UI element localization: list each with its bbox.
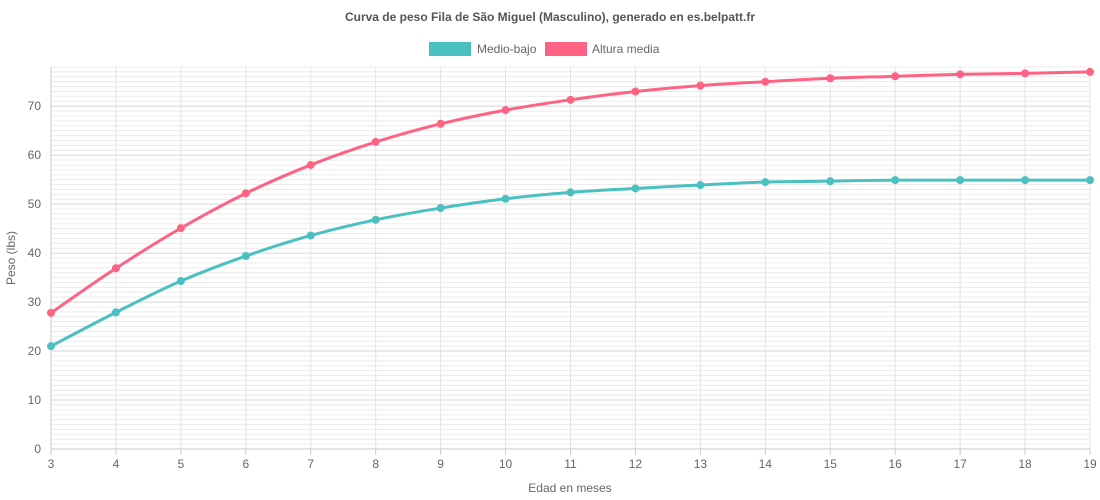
legend: Medio-bajo Altura media: [429, 42, 660, 56]
data-point-medio-bajo[interactable]: [501, 194, 510, 203]
data-point-altura-media[interactable]: [436, 119, 445, 128]
data-point-medio-bajo[interactable]: [956, 176, 965, 185]
x-tick-label: 15: [824, 457, 838, 471]
data-point-altura-media[interactable]: [47, 308, 55, 317]
y-tick-label: 20: [28, 344, 42, 358]
data-point-altura-media[interactable]: [241, 189, 250, 198]
x-tick-label: 12: [629, 457, 643, 471]
x-tick-label: 8: [372, 457, 379, 471]
x-tick-label: 7: [307, 457, 314, 471]
data-point-altura-media[interactable]: [1021, 69, 1030, 78]
data-point-medio-bajo[interactable]: [111, 308, 120, 317]
legend-swatch-medio-bajo[interactable]: [429, 42, 471, 56]
y-axis-ticks: 0 10 20 30 40 50 60 70: [28, 99, 42, 456]
series-medio-bajo: [47, 176, 1094, 351]
x-tick-label: 18: [1018, 457, 1032, 471]
data-point-medio-bajo[interactable]: [176, 277, 185, 286]
data-point-altura-media[interactable]: [956, 70, 965, 79]
data-point-medio-bajo[interactable]: [1086, 176, 1094, 185]
data-point-medio-bajo[interactable]: [241, 252, 250, 261]
legend-label-medio-bajo[interactable]: Medio-bajo: [477, 42, 537, 56]
series-altura-media: [47, 67, 1094, 317]
data-point-medio-bajo[interactable]: [566, 188, 575, 197]
x-tick-label: 16: [889, 457, 903, 471]
data-point-medio-bajo[interactable]: [761, 178, 770, 187]
x-tick-label: 4: [113, 457, 120, 471]
y-tick-label: 0: [34, 442, 41, 456]
y-tick-label: 70: [28, 99, 42, 113]
chart-title: Curva de peso Fila de São Miguel (Mascul…: [345, 10, 755, 24]
x-axis-ticks: 3 4 5 6 7 8 9 10 11 12 13 14 15 16 17 18 19: [48, 449, 1097, 471]
x-axis-title: Edad en meses: [528, 481, 611, 495]
data-point-altura-media[interactable]: [826, 74, 835, 83]
x-tick-label: 5: [178, 457, 185, 471]
series-layer: [47, 67, 1094, 351]
y-tick-label: 50: [28, 197, 42, 211]
data-point-altura-media[interactable]: [371, 137, 380, 146]
data-point-altura-media[interactable]: [306, 160, 315, 169]
data-point-medio-bajo[interactable]: [696, 181, 705, 190]
x-tick-label: 14: [759, 457, 773, 471]
data-point-medio-bajo[interactable]: [436, 204, 445, 213]
data-point-altura-media[interactable]: [501, 106, 510, 115]
x-tick-label: 10: [499, 457, 513, 471]
x-tick-label: 13: [694, 457, 708, 471]
y-tick-label: 40: [28, 246, 42, 260]
data-point-altura-media[interactable]: [1086, 67, 1094, 76]
data-point-medio-bajo[interactable]: [1021, 176, 1030, 185]
data-point-altura-media[interactable]: [176, 224, 185, 233]
y-axis-title: Peso (lbs): [4, 231, 18, 285]
data-point-medio-bajo[interactable]: [371, 215, 380, 224]
legend-label-altura-media[interactable]: Altura media: [592, 42, 660, 56]
data-point-altura-media[interactable]: [111, 264, 120, 273]
data-point-altura-media[interactable]: [631, 87, 640, 96]
x-tick-label: 3: [48, 457, 55, 471]
grid-lines: [50, 66, 1091, 455]
data-point-altura-media[interactable]: [761, 77, 770, 86]
data-point-medio-bajo[interactable]: [47, 342, 55, 351]
data-point-altura-media[interactable]: [566, 95, 575, 104]
y-tick-label: 60: [28, 148, 42, 162]
x-tick-label: 19: [1083, 457, 1097, 471]
x-tick-label: 17: [953, 457, 967, 471]
data-point-altura-media[interactable]: [696, 81, 705, 90]
data-point-medio-bajo[interactable]: [826, 177, 835, 186]
y-tick-label: 10: [28, 393, 42, 407]
x-tick-label: 11: [564, 457, 577, 471]
x-tick-label: 9: [437, 457, 444, 471]
data-point-medio-bajo[interactable]: [306, 231, 315, 240]
data-point-medio-bajo[interactable]: [631, 184, 640, 193]
data-point-medio-bajo[interactable]: [891, 176, 900, 185]
y-tick-label: 30: [28, 295, 42, 309]
x-tick-label: 6: [242, 457, 249, 471]
data-point-altura-media[interactable]: [891, 72, 900, 81]
legend-swatch-altura-media[interactable]: [545, 42, 587, 56]
